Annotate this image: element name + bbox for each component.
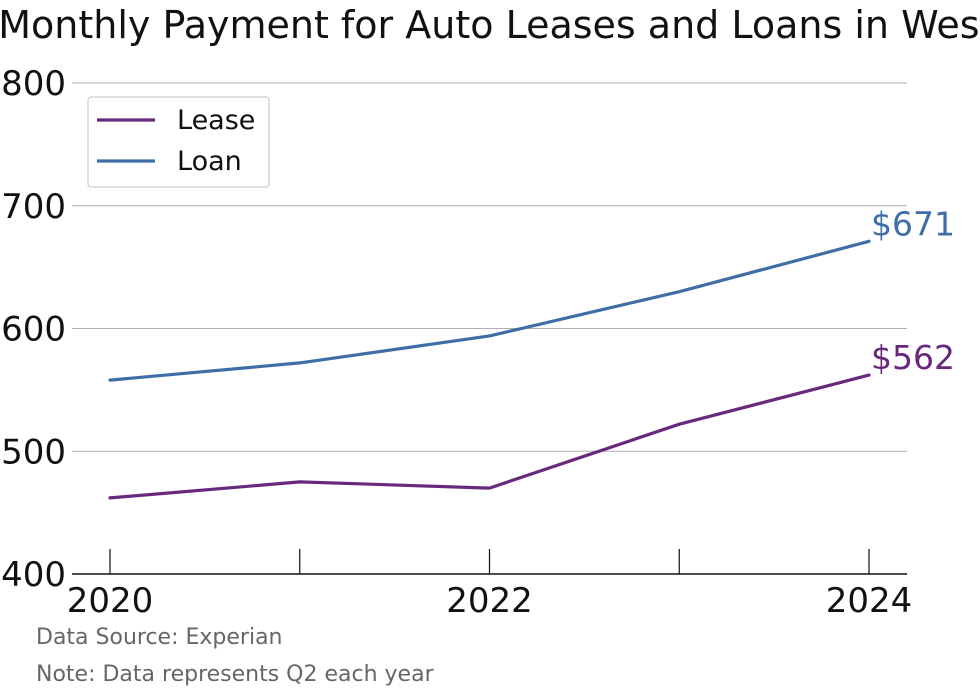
legend-label-lease: Lease <box>177 105 255 136</box>
end-value-label-lease: $562 <box>871 338 955 377</box>
gridlines <box>72 82 907 452</box>
y-tick-label: $600 <box>0 310 66 350</box>
end-labels: $562 $671 <box>871 204 955 377</box>
legend: Lease Loan <box>87 96 270 188</box>
end-value-label-loan: $671 <box>871 204 955 243</box>
y-tick-label: $700 <box>0 187 66 227</box>
series-line-lease <box>108 373 871 500</box>
data-note: Note: Data represents Q2 each year <box>36 662 434 687</box>
data-source: Data Source: Experian <box>36 625 283 650</box>
y-axis: $400 $500 $600 $700 $800 <box>0 64 66 595</box>
x-axis: 2020 2022 2024 <box>67 549 913 621</box>
series-line-loan <box>108 239 871 382</box>
y-tick-label: $500 <box>0 432 66 472</box>
series-lines <box>108 239 871 500</box>
x-tick-label: 2024 <box>826 581 913 621</box>
legend-label-loan: Loan <box>177 146 242 177</box>
y-tick-label: $400 <box>0 555 66 595</box>
y-tick-label: $800 <box>0 64 66 104</box>
x-tick-label: 2020 <box>67 581 154 621</box>
chart-title: Average Monthly Payment for Auto Leases … <box>0 3 980 47</box>
x-tick-label: 2022 <box>446 581 533 621</box>
